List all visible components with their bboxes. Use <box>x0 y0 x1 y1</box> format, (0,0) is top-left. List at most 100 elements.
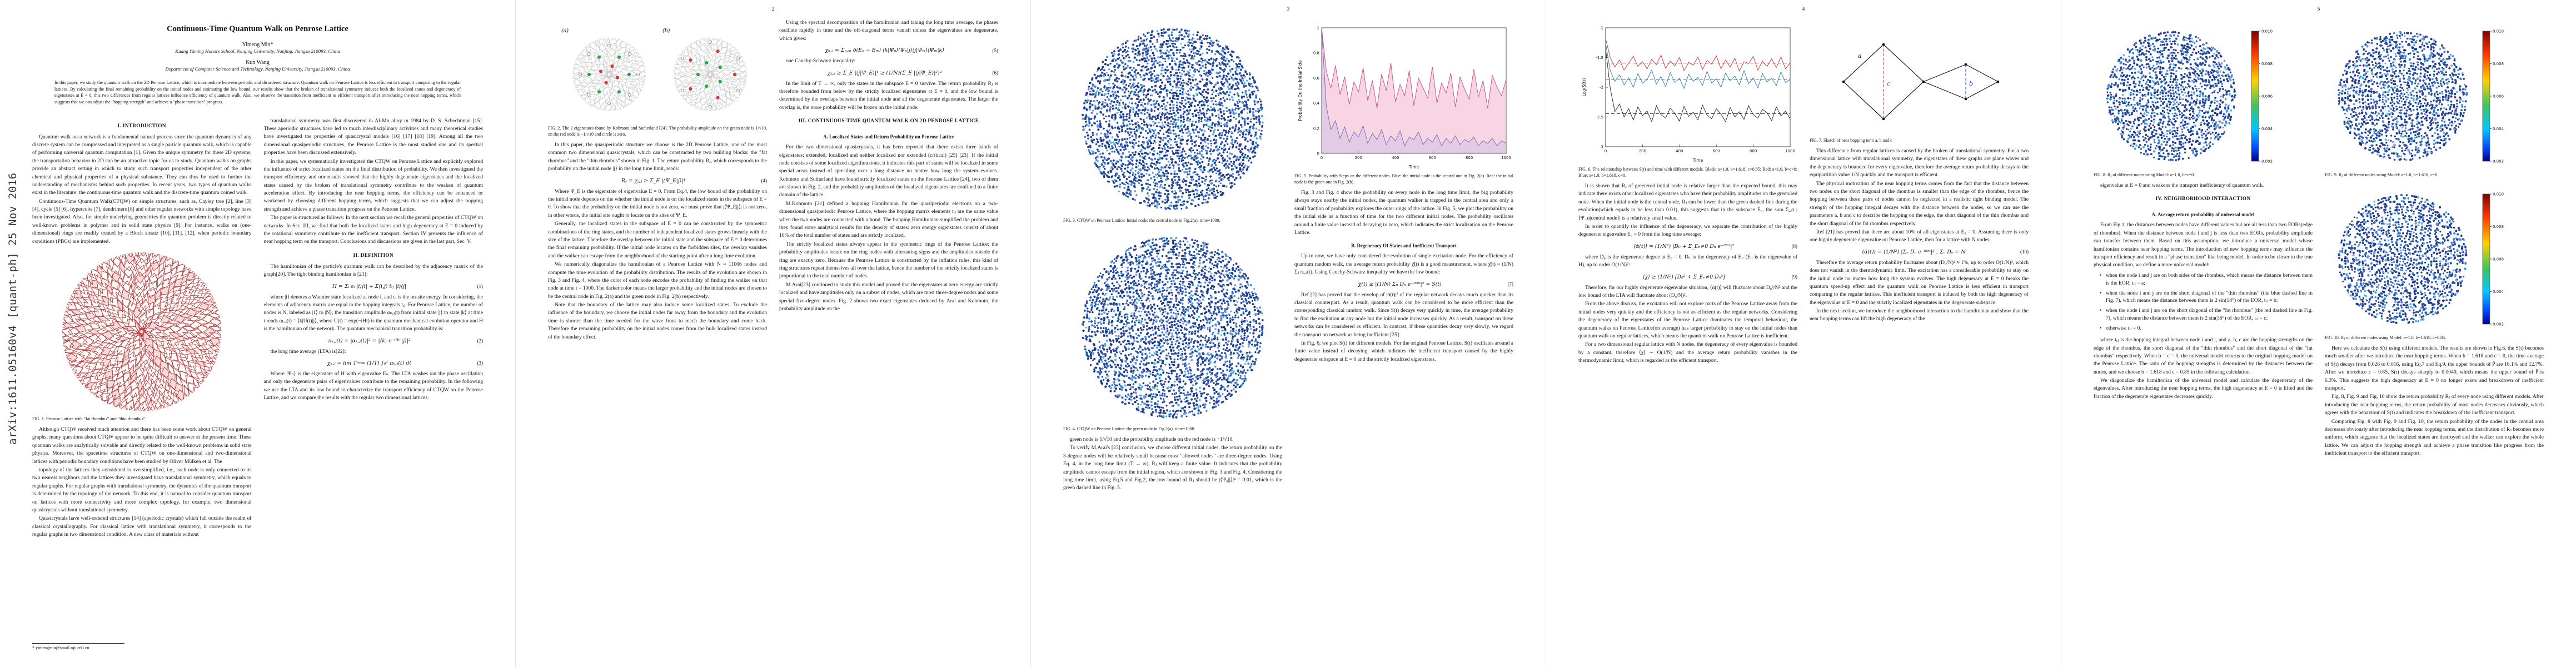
model-rule: when the node i and j are on the short d… <box>2100 307 2313 322</box>
paragraph: topology of the lattices they considered… <box>32 467 252 513</box>
paragraph: Up to now, we have only considered the e… <box>1294 253 1513 276</box>
affiliation-1: Kuang Yaming Honors School, Nanjing Univ… <box>175 48 340 54</box>
page-number: 5 <box>2317 7 2320 12</box>
paragraph: Fig. 3 and Fig. 4 show the probability o… <box>1294 190 1513 236</box>
page-number: 4 <box>1802 7 1805 12</box>
probability-time-chart: 0 200 400 600 800 100000.20.40.60.81TimeProba… <box>1296 23 1512 170</box>
figure-7-caption: FIG. 7. Sketch of near hopping term a, b… <box>1810 138 1892 143</box>
eigenstates-diagram: (a) (b) <box>552 23 763 122</box>
paragraph: Here we calculate the S(t) using differe… <box>2325 345 2544 392</box>
page-4: 4 0 200 400 600 800 1000 -3 -2.5 -2 -1.5 -1 Time Log… <box>1546 0 2061 667</box>
page3-col2-text-top: Fig. 3 and Fig. 4 show the probability o… <box>1294 189 1513 237</box>
paragraph: Generally, the localized states in the s… <box>548 221 767 259</box>
figure-5-caption: FIG. 5. Probability with Steps on the di… <box>1294 173 1513 185</box>
page3-col-left: FIG. 3. CTQW on Penrose Lattice: Initial… <box>1063 19 1282 650</box>
equation-3-body: χₖ,ⱼ = lim T→∞ (1/T) ∫₀ᵀ πₖ,ⱼ(t) dt <box>327 360 412 366</box>
paragraph: where |i⟩ denotes a Wannier state locali… <box>263 293 484 332</box>
page5-col-right: 0.010 0.008 0.006 0.004 0.002 FIG. 9. Rⱼ of … <box>2325 19 2544 650</box>
paragraph: Therefore the average return probability… <box>1810 259 2029 306</box>
section-introduction: I. INTRODUCTION <box>117 123 166 129</box>
equation-6: χⱼ,ⱼ ≥ Σ_E |⟨j|Ψ_E⟩|⁴ ≥ (1/N)(Σ_E |⟨j|Ψ_… <box>779 70 998 76</box>
paragraph: To verify M.Arai's [23] conclusion, we c… <box>1063 445 1282 491</box>
page4-col2-text-top: This difference from regular lattices is… <box>1810 147 2029 245</box>
abstract: In this paper, we study the quantum walk… <box>54 80 461 104</box>
equation-10-body: ⟨ᾱ(t)⟩ = (1/N²) |Σₙ Dₙ e⁻ⁱᴱⁿᵗ|² , Σₙ Dₙ … <box>1862 248 1966 255</box>
ctqw-heatmap-central-node <box>1075 23 1270 215</box>
equation-5-body: χₖ,ⱼ = Σₙ,ₘ δ(Eₙ − Eₘ) ⟨k|Ψₙ⟩⟨Ψₙ|j⟩⟨j|Ψₘ… <box>825 47 945 54</box>
paragraph: The paper is structured as follows: In t… <box>263 215 484 245</box>
figure-9-caption: FIG. 9. Rⱼ of different nodes using Mode… <box>2325 172 2439 177</box>
figure-10-caption: FIG. 10. Rⱼ of different nodes using Mod… <box>2325 335 2447 341</box>
figure-10: 0.010 0.008 0.006 0.004 0.002 FIG. 10. Rⱼ of… <box>2325 186 2544 341</box>
section-neighborhood: IV. NEIGHBORHOOD INTERACTION <box>2155 196 2251 202</box>
paragraph: eigenvalue at E = 0 and weakens the tran… <box>2100 182 2264 189</box>
svg-text:(a): (a) <box>561 28 569 34</box>
paragraph: We numerically diagonalize the hamiltoni… <box>548 261 767 300</box>
paragraph: M.Kohmoto [21] defined a hopping Hamilto… <box>779 200 998 239</box>
ctqw-heatmap-green-node <box>1075 232 1270 424</box>
paragraph: In this paper, the quasiperiodic structu… <box>548 142 767 172</box>
affiliation-2: Department of Computer Science and Techn… <box>165 66 350 72</box>
paragraph: Although CTQW received much attention an… <box>32 426 252 465</box>
paragraph: From the above discuss, the excitation w… <box>1578 301 1797 339</box>
paragraph: In order to quantify the influence of th… <box>1578 223 1797 238</box>
footnote-email: * yimengmin@smail.nju.edu.cn <box>32 645 89 650</box>
penrose-lattice-figure <box>61 251 223 414</box>
equation-9-number: (9) <box>1791 274 1798 280</box>
paragraph: In the limit of T → ∞, only the states i… <box>779 80 998 111</box>
paragraph: Continuous-Time Quantum Walk(CTQW) on si… <box>32 198 252 245</box>
paragraph: translational symmetry was first discove… <box>263 117 484 156</box>
paragraph: Therefore, for our highly degenerate eig… <box>1578 284 1797 298</box>
figure-3: FIG. 3. CTQW on Penrose Lattice: Initial… <box>1063 23 1282 223</box>
page-1: arXiv:1611.05160v4 [quant-ph] 25 Nov 201… <box>0 0 515 667</box>
subsection-b: B. Degeneracy Of States and Inefficient … <box>1351 243 1457 249</box>
subsection-avg: A. Average return probability of univers… <box>2151 212 2255 218</box>
paragraph: where D₀ is the degenerate degree at E₀ … <box>1578 253 1797 268</box>
paragraph: Quasicrystals have well-ordered structur… <box>32 515 252 538</box>
footnote-rule <box>32 643 124 644</box>
paragraph: green node is 1/√10 and the probability … <box>1070 436 1234 443</box>
page3-col1-text: green node is 1/√10 and the probability … <box>1063 436 1282 493</box>
paragraph: In Fig. 6, we plot S(t) for different mo… <box>1294 340 1513 362</box>
equation-4-body: Rⱼ = χⱼ,ⱼ ≥ Σ_E |⟨Ψ_E|j⟩|⁴ <box>621 177 686 184</box>
paragraph: The physical motivation of the near hopp… <box>1810 180 2029 227</box>
paragraph: the long time average (LTA) is[22]: <box>270 348 346 355</box>
equation-2-body: πₖ,ⱼ(t) = |αₖ,ⱼ(t)|² = |⟨k| e⁻ⁱᴴᵗ |j⟩|² <box>328 337 411 344</box>
page4-col-left: 0 200 400 600 800 1000 -3 -2.5 -2 -1.5 -1 Time Log(S… <box>1578 19 1797 650</box>
page1-col1-text-bottom: Although CTQW received much attention an… <box>32 426 252 539</box>
page3-col2-text-bottom: Ref [2] has proved that the envelop of |… <box>1294 291 1513 365</box>
footnote: * yimengmin@smail.nju.edu.cn <box>32 643 252 650</box>
paragraph: For a two dimensional regular lattice wi… <box>1578 341 1797 364</box>
paragraph: From Fig.1, the distances between nodes … <box>2094 222 2313 268</box>
equation-3-number: (3) <box>477 360 484 366</box>
page1-col-right: translational symmetry was first discove… <box>264 117 484 650</box>
st-time-chart: 0 200 400 600 800 1000-3-2.5-2-1.5-1TimeLog(S… <box>1580 23 1796 163</box>
page4-col1-text-bottom: Therefore, for our highly degenerate eig… <box>1578 284 1797 366</box>
equation-1: H = Σᵢ εᵢ |i⟩⟨i| + Σ⟨i,j⟩ tᵢⱼ |i⟩⟨j| (1) <box>264 283 483 290</box>
figure-1-caption: FIG. 1. Penrose Lattice with “fat rhombu… <box>32 416 147 422</box>
subsection-a: A. Localized States and Return Probabili… <box>823 134 954 140</box>
equation-8-body: ⟨ᾱ(t)⟩ = (1/N²) |D₀ + Σ_Eₙ≠0 Dₙ e⁻ⁱᴱⁿᵗ|² <box>1633 243 1735 250</box>
figure-5: 0 200 400 600 800 1000 0 0.2 0.4 0.6 0.8 1 Time Proba… <box>1294 23 1513 185</box>
equation-5-number: (5) <box>992 47 999 53</box>
equation-7: χ̄(t) ≥ |(1/N) Σₙ Dₙ e⁻ⁱᴱⁿᵗ|² = S(t) (7) <box>1294 281 1513 287</box>
page2-col-right: Using the spectral decomposition of the … <box>779 19 998 650</box>
page1-col1-text-top: Quantum walk on a network is a fundament… <box>32 133 252 246</box>
section-ctqw: III. CONTINUOUS-TIME QUANTUM WALK ON 2D … <box>798 118 979 125</box>
page2-col1-text: Where Ψ_E is the eigenstate of eigenvalu… <box>548 188 767 342</box>
paragraph: For the two dimensional quasicrystals, i… <box>779 144 998 198</box>
paragraph: Fig. 8, Fig. 9 and Fig. 10 show the retu… <box>2325 394 2544 416</box>
page5-col1-text-bottom: where tᵢⱼ is the hopping integral betwee… <box>2094 336 2313 401</box>
paragraph: The strictly localized states always app… <box>779 241 998 280</box>
model-rule: otherwise tᵢⱼ = 0. <box>2100 325 2313 332</box>
equation-8-number: (8) <box>1791 243 1798 250</box>
equation-9: ⟨χ̄⟩ ≥ (1/N²) [D₀² + Σ_Eₙ≠0 Dₙ²] (9) <box>1578 274 1797 280</box>
model-rule: when the node i and j are on both sides … <box>2100 272 2313 287</box>
paragraph: Comparing Fig. 8 with Fig. 9 and Fig. 10… <box>2325 418 2544 457</box>
page5-col2-text: Here we calculate the S(t) using differe… <box>2325 345 2544 458</box>
page4-col1-text-top: It is shown that Rⱼ of green/red initial… <box>1578 182 1797 240</box>
